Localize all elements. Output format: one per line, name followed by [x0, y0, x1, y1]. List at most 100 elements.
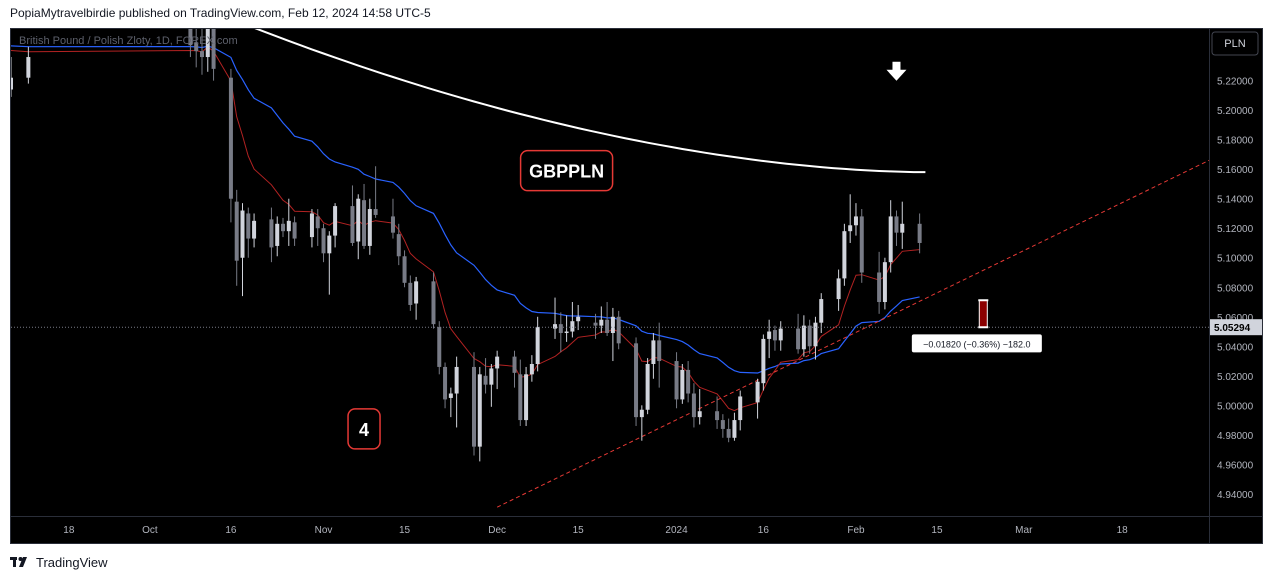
candle-body: [477, 374, 482, 447]
candle-body: [778, 328, 783, 341]
candle: [495, 350, 500, 390]
candle-body: [599, 319, 604, 326]
candle: [292, 216, 297, 246]
currency-button: [1211, 31, 1259, 56]
candle: [657, 322, 662, 388]
candle: [691, 383, 696, 428]
candle: [512, 350, 517, 388]
candle-body: [877, 272, 882, 303]
candle: [535, 316, 540, 372]
candle-body: [917, 223, 922, 243]
price-tick-label: 5.10000: [1217, 254, 1254, 265]
candle-body: [691, 393, 696, 418]
candle-body: [286, 220, 291, 232]
candle: [616, 310, 621, 350]
candle: [286, 198, 291, 246]
candle: [755, 378, 760, 419]
footer[interactable]: TradingView: [10, 553, 108, 571]
price-tick-label: 5.12000: [1217, 224, 1254, 235]
candle: [246, 207, 251, 258]
candle-body: [738, 396, 743, 421]
candle-body: [576, 316, 581, 322]
candle: [813, 316, 818, 360]
chart-frame[interactable]: 5.22000 5.20000 5.18000 5.16000 5.14000 5.120…: [10, 28, 1263, 544]
symbol-description: British Pound / Polish Zloty, 1D, FOREX.…: [19, 35, 238, 47]
red-moving-average-line: [11, 46, 920, 412]
candle-body: [616, 316, 621, 344]
candle: [888, 200, 893, 273]
candle: [645, 358, 650, 415]
candle-body: [252, 220, 257, 239]
candle-body: [761, 338, 766, 384]
price-tick-label: 5.18000: [1217, 136, 1254, 147]
candle-body: [686, 369, 691, 394]
candle-body: [367, 209, 372, 246]
candle: [877, 251, 882, 314]
candle: [593, 313, 598, 339]
candle-body: [767, 331, 772, 339]
white-moving-average-line: [254, 29, 926, 174]
time-tick-label: 15: [573, 525, 585, 536]
candle: [882, 257, 887, 310]
candle: [437, 321, 442, 375]
attribution-text: PopiaMytravelbirdie published on Trading…: [10, 6, 431, 20]
price-tick-label: 5.22000: [1217, 77, 1254, 88]
candle-body: [651, 340, 656, 364]
candle: [471, 352, 476, 456]
time-tick-label: 16: [758, 525, 770, 536]
candle: [674, 352, 679, 409]
candle-body: [900, 223, 905, 233]
candle-body: [518, 374, 523, 421]
candle: [333, 203, 338, 248]
measure-label-text: −0.01820 (−0.36%) −182.0: [923, 339, 1030, 349]
time-axis[interactable]: 18 Oct 16 Nov 15 Dec 15 2024 16 Feb 15 Mar 18: [63, 525, 1128, 536]
candle-body: [848, 225, 853, 232]
time-tick-label: 15: [931, 525, 943, 536]
candle: [801, 315, 806, 357]
candle-body: [396, 234, 401, 257]
candle-body: [639, 409, 644, 418]
candle: [315, 209, 320, 246]
candle: [836, 269, 841, 311]
ascending-trendline: [496, 159, 1210, 508]
candle: [188, 29, 193, 58]
candle: [350, 185, 355, 246]
blue-moving-average-line: [11, 45, 920, 374]
time-tick-label: 16: [225, 525, 237, 536]
candle-body: [836, 278, 841, 300]
candle: [26, 46, 31, 84]
candle-body: [414, 281, 419, 304]
candle-body: [888, 216, 893, 263]
time-tick-label: Dec: [488, 525, 506, 536]
price-tick-label: 5.04000: [1217, 342, 1254, 353]
candle: [356, 194, 361, 260]
candle: [686, 361, 691, 403]
candle-body: [524, 374, 529, 421]
tradingview-brand[interactable]: TradingView: [36, 554, 108, 570]
candle-body: [570, 321, 575, 332]
candle: [726, 418, 731, 443]
candle-body: [715, 411, 720, 421]
price-tick-label: 4.94000: [1217, 490, 1254, 501]
candle-body: [512, 356, 517, 373]
candle-body: [894, 216, 899, 233]
candle: [321, 223, 326, 263]
trendline-layer[interactable]: [496, 159, 1210, 508]
price-axis[interactable]: 5.22000 5.20000 5.18000 5.16000 5.14000 5.120…: [11, 29, 1262, 543]
candle: [639, 405, 644, 441]
candle: [252, 213, 257, 248]
candle: [529, 355, 534, 382]
candles-layer: [11, 29, 922, 462]
moving-averages: [11, 29, 926, 412]
price-tick-label: 5.02000: [1217, 372, 1254, 383]
candle: [651, 333, 656, 379]
candle: [414, 276, 419, 320]
candle-body: [454, 366, 459, 394]
price-tick-label: 5.00000: [1217, 401, 1254, 412]
candle-body: [645, 363, 650, 410]
price-chart[interactable]: 5.22000 5.20000 5.18000 5.16000 5.14000 5.120…: [11, 29, 1262, 543]
candle: [738, 390, 743, 431]
candle: [697, 389, 702, 425]
candle-body: [755, 381, 760, 403]
price-tick-label: 4.98000: [1217, 431, 1254, 442]
